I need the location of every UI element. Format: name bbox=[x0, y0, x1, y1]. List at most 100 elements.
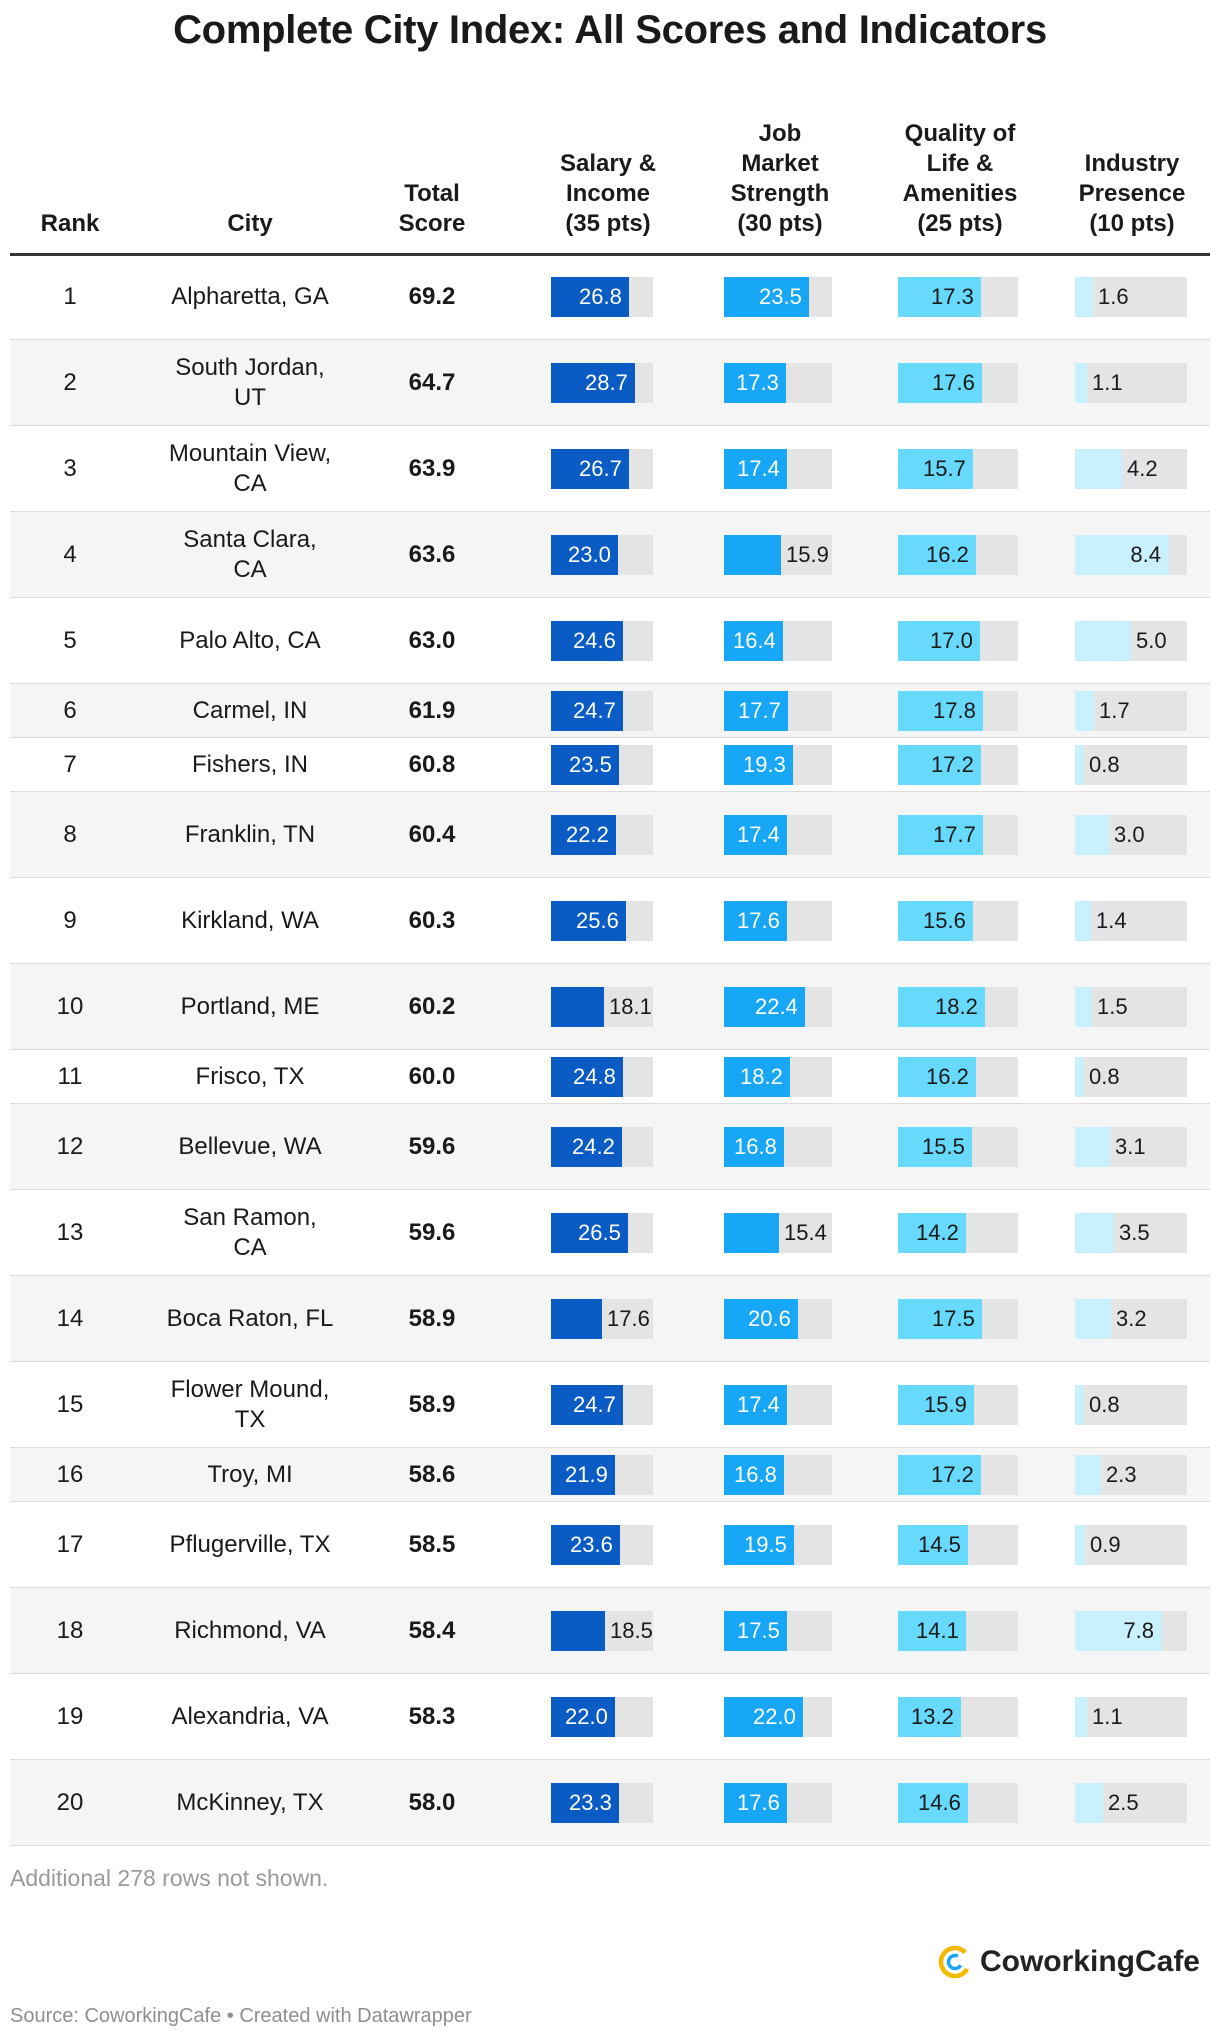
table-row: 16 Troy, MI 58.6 21.9 16.8 17.2 2.3 bbox=[10, 1448, 1210, 1502]
bar-job bbox=[724, 1385, 787, 1425]
table-row: 20 McKinney, TX 58.0 23.3 17.6 14.6 2.5 bbox=[10, 1760, 1210, 1846]
bar-label-qol: 17.7 bbox=[933, 822, 975, 847]
bar-label-salary: 26.7 bbox=[579, 456, 621, 481]
bar-track-salary: 18.1 bbox=[551, 987, 653, 1027]
bar-qol bbox=[898, 621, 980, 661]
cell-rank: 1 bbox=[63, 282, 77, 310]
bar-label-salary: 23.6 bbox=[570, 1532, 612, 1557]
bar-track-job: 17.6 bbox=[724, 1783, 832, 1823]
bar-label-qol: 14.2 bbox=[916, 1220, 958, 1245]
cell-total: 58.4 bbox=[408, 1616, 456, 1644]
bar-track-industry: 0.8 bbox=[1075, 745, 1187, 785]
cell-city: Franklin, TN bbox=[184, 820, 316, 848]
bar-salary bbox=[551, 815, 616, 855]
table-row: 1 Alpharetta, GA 69.2 26.8 23.5 17.3 1.6 bbox=[10, 254, 1210, 340]
table-row: 12 Bellevue, WA 59.6 24.2 16.8 15.5 3.1 bbox=[10, 1104, 1210, 1190]
chart-title: Complete City Index: All Scores and Indi… bbox=[173, 8, 1047, 52]
cell-total: 60.8 bbox=[408, 750, 456, 778]
bar-track-qol: 15.7 bbox=[898, 449, 1018, 489]
bar-label-industry: 4.2 bbox=[1127, 456, 1158, 481]
cell-rank: 7 bbox=[63, 750, 77, 778]
bar-label-qol: 17.6 bbox=[932, 370, 974, 395]
bar-track-industry: 8.4 bbox=[1075, 535, 1187, 575]
bar-salary bbox=[551, 1455, 615, 1495]
bar-job bbox=[724, 987, 805, 1027]
header-industry: Industry Presence (10 pts) bbox=[1078, 150, 1186, 237]
bar-salary bbox=[551, 1525, 620, 1565]
bar-label-industry: 8.4 bbox=[1130, 542, 1161, 567]
bar-track-salary: 21.9 bbox=[551, 1455, 653, 1495]
cell-total: 63.0 bbox=[408, 626, 456, 654]
bar-salary bbox=[551, 1611, 605, 1651]
bar-industry bbox=[1075, 1611, 1162, 1651]
cell-city: Alpharetta, GA bbox=[171, 282, 329, 310]
bar-label-qol: 13.2 bbox=[911, 1704, 953, 1729]
bar-label-salary: 22.0 bbox=[565, 1704, 607, 1729]
bar-track-industry: 7.8 bbox=[1075, 1611, 1187, 1651]
bar-industry bbox=[1075, 277, 1093, 317]
bar-label-salary: 18.5 bbox=[610, 1618, 653, 1643]
bar-label-salary: 28.7 bbox=[585, 370, 627, 395]
cell-total: 63.6 bbox=[408, 540, 456, 568]
bar-qol bbox=[898, 363, 982, 403]
bar-track-industry: 3.5 bbox=[1075, 1213, 1187, 1253]
bar-track-salary: 17.6 bbox=[551, 1299, 653, 1339]
bar-qol bbox=[898, 1455, 981, 1495]
header-city: City bbox=[227, 210, 273, 237]
bar-salary bbox=[551, 987, 604, 1027]
table-row: 3 Mountain View, CA 63.9 26.7 17.4 15.7 4.2 bbox=[10, 426, 1210, 512]
bar-salary bbox=[551, 277, 629, 317]
cell-city: Palo Alto, CA bbox=[179, 626, 321, 654]
cell-total: 58.9 bbox=[408, 1304, 456, 1332]
bar-track-salary: 24.2 bbox=[551, 1127, 653, 1167]
cell-rank: 6 bbox=[63, 696, 77, 724]
bar-label-qol: 14.6 bbox=[918, 1790, 960, 1815]
bar-track-industry: 2.5 bbox=[1075, 1783, 1187, 1823]
bar-job bbox=[724, 1057, 790, 1097]
bar-track-industry: 1.7 bbox=[1075, 691, 1187, 731]
cell-city: South Jordan, UT bbox=[175, 353, 325, 411]
bar-label-industry: 3.5 bbox=[1119, 1220, 1150, 1245]
bar-label-salary: 26.5 bbox=[578, 1220, 620, 1245]
bar-track-salary: 24.7 bbox=[551, 1385, 653, 1425]
bar-track-qol: 17.2 bbox=[898, 745, 1018, 785]
table-row: 6 Carmel, IN 61.9 24.7 17.7 17.8 1.7 bbox=[10, 684, 1210, 738]
bar-track-job: 17.5 bbox=[724, 1611, 832, 1651]
bar-track-job: 16.4 bbox=[724, 621, 832, 661]
bar-label-qol: 17.8 bbox=[933, 698, 975, 723]
bar-track-salary: 23.5 bbox=[551, 745, 653, 785]
bar-industry bbox=[1075, 1697, 1087, 1737]
cell-rank: 2 bbox=[63, 368, 77, 396]
bar-job bbox=[724, 815, 787, 855]
bar-track-job: 17.4 bbox=[724, 1385, 832, 1425]
bar-track-industry: 1.1 bbox=[1075, 363, 1187, 403]
bar-job bbox=[724, 1525, 794, 1565]
cell-total: 69.2 bbox=[408, 282, 456, 310]
bar-salary bbox=[551, 1213, 628, 1253]
cell-total: 60.3 bbox=[408, 906, 456, 934]
bar-track-salary: 23.3 bbox=[551, 1783, 653, 1823]
bar-label-job: 18.2 bbox=[740, 1064, 782, 1089]
bar-track-job: 19.5 bbox=[724, 1525, 832, 1565]
bar-label-salary: 23.3 bbox=[569, 1790, 611, 1815]
bar-industry bbox=[1075, 1525, 1085, 1565]
cell-rank: 17 bbox=[56, 1530, 84, 1558]
bar-job bbox=[724, 277, 809, 317]
cell-city: Richmond, VA bbox=[174, 1616, 326, 1644]
bar-label-salary: 24.6 bbox=[573, 628, 615, 653]
bar-label-salary: 26.8 bbox=[579, 284, 621, 309]
bar-qol bbox=[898, 1783, 968, 1823]
bar-label-job: 17.7 bbox=[738, 698, 780, 723]
bar-track-salary: 22.0 bbox=[551, 1697, 653, 1737]
cell-total: 58.0 bbox=[408, 1788, 456, 1816]
bar-job bbox=[724, 621, 783, 661]
header-job: Job Market Strength (30 pts) bbox=[730, 120, 830, 237]
bar-label-salary: 24.2 bbox=[572, 1134, 614, 1159]
cell-rank: 8 bbox=[63, 820, 77, 848]
bar-track-salary: 23.6 bbox=[551, 1525, 653, 1565]
table-row: 15 Flower Mound, TX 58.9 24.7 17.4 15.9 0.8 bbox=[10, 1362, 1210, 1448]
bar-track-job: 16.8 bbox=[724, 1127, 832, 1167]
cell-rank: 11 bbox=[57, 1062, 83, 1090]
bar-industry bbox=[1075, 1455, 1101, 1495]
table-row: 7 Fishers, IN 60.8 23.5 19.3 17.2 0.8 bbox=[10, 738, 1210, 792]
